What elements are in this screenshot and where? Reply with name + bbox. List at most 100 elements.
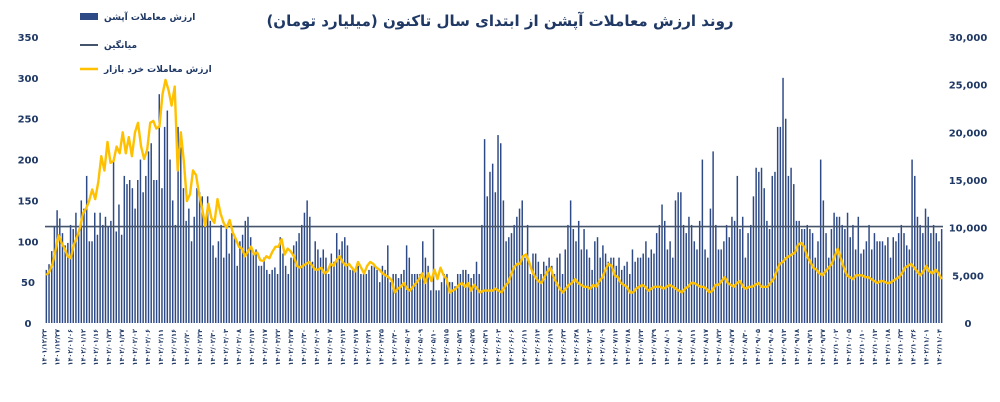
bar xyxy=(478,273,480,323)
bar xyxy=(64,245,66,323)
bar xyxy=(376,269,378,323)
bar xyxy=(314,241,316,323)
x-tick-label: ۱۴۰۲/۱۰/۱۸ xyxy=(884,329,892,366)
bar xyxy=(491,163,494,323)
bar xyxy=(685,233,687,323)
x-tick-label: ۱۴۰۲/۰۶/۰۳ xyxy=(495,329,503,366)
bar xyxy=(784,118,787,324)
left-tick-label: 50 xyxy=(21,278,35,289)
bar xyxy=(594,241,596,323)
x-tick-label: ۱۴۰۲/۰۹/۲۷ xyxy=(819,329,827,366)
bar xyxy=(475,261,478,323)
x-tick-label: ۱۴۰۲/۰۱/۲۲ xyxy=(105,329,113,366)
bar xyxy=(733,220,736,323)
bar xyxy=(526,224,529,323)
bar xyxy=(392,273,394,323)
bar xyxy=(104,216,107,323)
x-tick-label: ۱۴۰۲/۰۲/۱۱ xyxy=(157,329,165,366)
bar xyxy=(233,237,236,323)
bar xyxy=(50,251,53,323)
bar xyxy=(803,229,806,323)
bar xyxy=(266,269,268,323)
bar xyxy=(56,210,58,323)
bar xyxy=(639,257,642,323)
bar xyxy=(774,171,776,323)
bar xyxy=(443,273,445,323)
x-tick-label: ۱۴۰۲/۰۱/۲۷ xyxy=(118,329,126,366)
bar xyxy=(292,245,295,323)
bar xyxy=(830,229,833,323)
legend-label-retail: ارزش معاملات خرد بازار xyxy=(103,65,212,75)
bar xyxy=(795,220,798,323)
bar xyxy=(225,224,228,323)
bar xyxy=(561,273,564,323)
bar xyxy=(228,253,230,323)
bar xyxy=(456,273,459,323)
bar xyxy=(255,249,257,323)
bar xyxy=(637,257,639,323)
bar xyxy=(198,192,201,323)
bar xyxy=(169,159,171,323)
x-tick-label: ۱۴۰۲/۰۱/۰۶ xyxy=(66,329,74,366)
bar xyxy=(462,269,464,323)
bar xyxy=(99,212,101,323)
bar xyxy=(521,200,523,323)
bar xyxy=(736,175,739,323)
bar xyxy=(110,220,112,323)
bar xyxy=(543,261,545,323)
bar xyxy=(771,175,774,323)
bar xyxy=(819,159,822,323)
bar xyxy=(145,175,147,323)
bar xyxy=(397,278,400,323)
bar xyxy=(798,220,800,323)
bar xyxy=(107,226,109,323)
legend-label-average: میانگین xyxy=(104,39,137,51)
bar xyxy=(483,139,486,323)
bar xyxy=(387,245,389,323)
x-tick-label: ۱۴۰۲/۰۷/۱۸ xyxy=(624,329,632,366)
bar xyxy=(357,265,359,323)
bar xyxy=(658,224,661,323)
bar xyxy=(75,212,77,323)
bar xyxy=(596,237,599,323)
bar xyxy=(844,229,846,323)
bar xyxy=(405,245,408,323)
bar xyxy=(180,147,182,323)
bar xyxy=(715,224,717,323)
bar xyxy=(836,216,838,323)
bar xyxy=(712,151,714,323)
bar xyxy=(352,269,354,323)
bar xyxy=(177,126,179,323)
x-tick-label: ۱۴۰۲/۰۱/۱۶ xyxy=(92,329,100,366)
bar xyxy=(279,237,281,323)
bar xyxy=(131,188,134,323)
legend-swatch-bars xyxy=(80,13,98,20)
bar xyxy=(846,212,849,323)
bar-series xyxy=(45,77,943,324)
bar xyxy=(171,200,174,323)
bar xyxy=(166,110,169,323)
bar xyxy=(139,159,142,323)
bar xyxy=(741,216,744,323)
bar xyxy=(548,257,550,323)
bar xyxy=(137,180,139,323)
bar xyxy=(728,237,730,323)
x-tick-label: ۱۴۰۲/۰۳/۱۳ xyxy=(248,329,256,366)
bar xyxy=(120,234,123,323)
x-tick-label: ۱۴۰۲/۱۰/۰۲ xyxy=(832,329,840,366)
bar xyxy=(696,249,698,323)
bar xyxy=(231,233,233,323)
bar xyxy=(905,245,908,323)
bar xyxy=(486,196,489,323)
bar xyxy=(454,286,456,323)
bar xyxy=(77,233,80,323)
bar xyxy=(188,208,190,323)
bar xyxy=(599,257,601,323)
bar xyxy=(569,200,572,323)
bar xyxy=(346,245,349,323)
bar xyxy=(389,282,392,323)
x-tick-label: ۱۴۰۱/۱۲/۲۷ xyxy=(53,329,61,366)
bar xyxy=(857,216,860,323)
bar xyxy=(354,269,357,323)
right-axis: 0 5,000 10,000 15,000 20,000 25,000 30,000 xyxy=(949,33,988,330)
